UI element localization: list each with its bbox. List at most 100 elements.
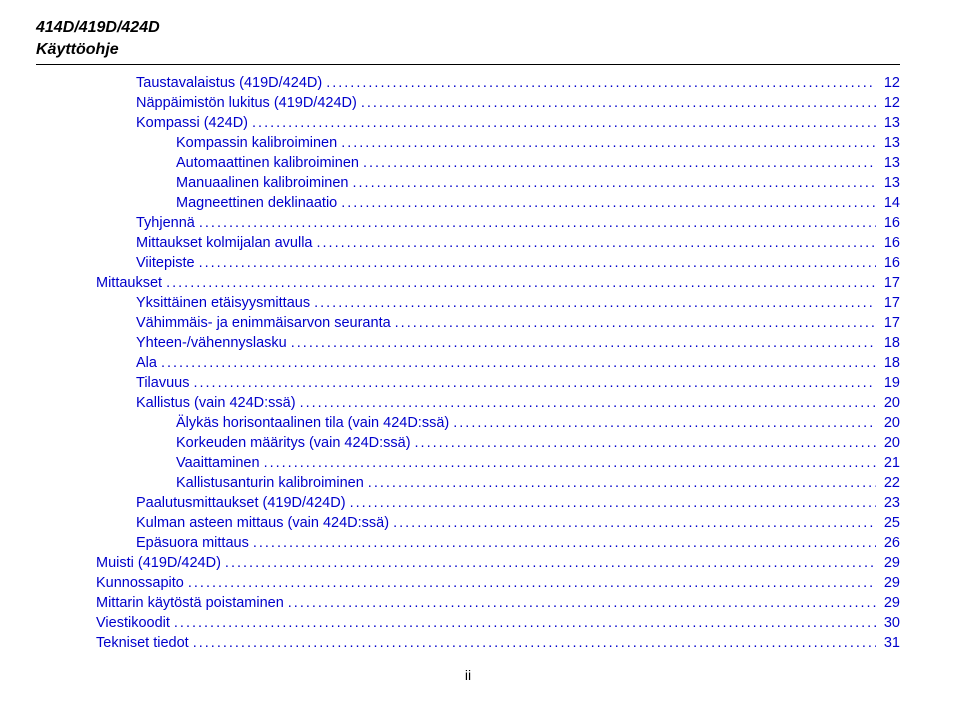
toc-leader-dots [195, 253, 876, 273]
toc-leader-dots [221, 553, 876, 573]
toc-entry-page: 16 [876, 213, 900, 233]
toc-entry-page: 19 [876, 373, 900, 393]
toc-entry[interactable]: Epäsuora mittaus26 [36, 533, 900, 553]
toc-entry-title: Magneettinen deklinaatio [176, 193, 337, 213]
toc-entry-title: Ala [136, 353, 157, 373]
header-line-1: 414D/419D/424D [36, 18, 900, 38]
toc-entry-page: 22 [876, 473, 900, 493]
toc-entry[interactable]: Korkeuden määritys (vain 424D:ssä) 20 [36, 433, 900, 453]
toc-entry[interactable]: Tekniset tiedot31 [36, 633, 900, 653]
toc-leader-dots [389, 513, 876, 533]
toc-leader-dots [170, 613, 876, 633]
toc-entry-title: Viitepiste [136, 253, 195, 273]
toc-entry-title: Tilavuus [136, 373, 189, 393]
toc-entry-page: 20 [876, 433, 900, 453]
toc-entry[interactable]: Viestikoodit 30 [36, 613, 900, 633]
toc-entry-title: Kallistusanturin kalibroiminen [176, 473, 364, 493]
toc-entry-page: 23 [876, 493, 900, 513]
toc-entry[interactable]: Manuaalinen kalibroiminen13 [36, 173, 900, 193]
toc-leader-dots [248, 113, 876, 133]
toc-entry[interactable]: Ala 18 [36, 353, 900, 373]
toc-leader-dots [287, 333, 876, 353]
toc-entry-title: Tekniset tiedot [96, 633, 189, 653]
toc-entry[interactable]: Vaaittaminen 21 [36, 453, 900, 473]
toc-entry[interactable]: Automaattinen kalibroiminen 13 [36, 153, 900, 173]
toc-leader-dots [337, 193, 876, 213]
toc-entry-page: 16 [876, 253, 900, 273]
toc-leader-dots [310, 293, 876, 313]
toc-leader-dots [346, 493, 876, 513]
toc-entry-title: Mittaukset kolmijalan avulla [136, 233, 313, 253]
toc-leader-dots [364, 473, 876, 493]
table-of-contents: Taustavalaistus (419D/424D)12Näppäimistö… [36, 73, 900, 653]
toc-entry-title: Automaattinen kalibroiminen [176, 153, 359, 173]
toc-leader-dots [349, 173, 877, 193]
toc-entry-title: Älykäs horisontaalinen tila (vain 424D:s… [176, 413, 449, 433]
toc-entry-title: Korkeuden määritys (vain 424D:ssä) [176, 433, 411, 453]
toc-entry-page: 21 [876, 453, 900, 473]
toc-entry-title: Vaaittaminen [176, 453, 260, 473]
toc-entry-title: Muisti (419D/424D) [96, 553, 221, 573]
toc-entry-title: Kunnossapito [96, 573, 184, 593]
toc-entry-page: 12 [876, 93, 900, 113]
header-rule [36, 64, 900, 65]
toc-entry[interactable]: Viitepiste 16 [36, 253, 900, 273]
toc-entry-page: 13 [876, 133, 900, 153]
toc-leader-dots [296, 393, 876, 413]
toc-entry-page: 17 [876, 313, 900, 333]
toc-entry-title: Näppäimistön lukitus (419D/424D) [136, 93, 357, 113]
toc-entry-title: Mittaukset [96, 273, 162, 293]
toc-entry-title: Yhteen-/vähennyslasku [136, 333, 287, 353]
toc-entry-title: Vähimmäis- ja enimmäisarvon seuranta [136, 313, 391, 333]
toc-entry[interactable]: Yksittäinen etäisyysmittaus 17 [36, 293, 900, 313]
toc-entry[interactable]: Tilavuus 19 [36, 373, 900, 393]
toc-leader-dots [249, 533, 876, 553]
toc-entry[interactable]: Vähimmäis- ja enimmäisarvon seuranta 17 [36, 313, 900, 333]
toc-entry-page: 20 [876, 393, 900, 413]
toc-entry[interactable]: Tyhjennä 16 [36, 213, 900, 233]
toc-entry-page: 13 [876, 153, 900, 173]
toc-entry[interactable]: Mittaukset kolmijalan avulla16 [36, 233, 900, 253]
toc-entry-title: Tyhjennä [136, 213, 195, 233]
toc-entry-title: Kulman asteen mittaus (vain 424D:ssä) [136, 513, 389, 533]
toc-entry-title: Epäsuora mittaus [136, 533, 249, 553]
toc-entry[interactable]: Mittarin käytöstä poistaminen29 [36, 593, 900, 613]
toc-entry-title: Mittarin käytöstä poistaminen [96, 593, 284, 613]
toc-leader-dots [260, 453, 876, 473]
toc-entry-title: Yksittäinen etäisyysmittaus [136, 293, 310, 313]
toc-entry[interactable]: Paalutusmittaukset (419D/424D) 23 [36, 493, 900, 513]
toc-leader-dots [157, 353, 876, 373]
toc-entry[interactable]: Mittaukset 17 [36, 273, 900, 293]
toc-entry-title: Viestikoodit [96, 613, 170, 633]
toc-entry[interactable]: Magneettinen deklinaatio14 [36, 193, 900, 213]
toc-entry-page: 25 [876, 513, 900, 533]
toc-entry[interactable]: Kunnossapito 29 [36, 573, 900, 593]
toc-entry-title: Paalutusmittaukset (419D/424D) [136, 493, 346, 513]
toc-leader-dots [322, 73, 876, 93]
page-number: ii [36, 667, 900, 683]
toc-entry-page: 30 [876, 613, 900, 633]
toc-entry-page: 18 [876, 353, 900, 373]
toc-entry[interactable]: Näppäimistön lukitus (419D/424D) 12 [36, 93, 900, 113]
toc-leader-dots [189, 373, 876, 393]
toc-leader-dots [184, 573, 876, 593]
toc-entry[interactable]: Kallistus (vain 424D:ssä) 20 [36, 393, 900, 413]
toc-leader-dots [357, 93, 876, 113]
toc-leader-dots [195, 213, 876, 233]
toc-entry-page: 13 [876, 113, 900, 133]
toc-entry[interactable]: Kompassi (424D)13 [36, 113, 900, 133]
toc-leader-dots [391, 313, 876, 333]
toc-entry-page: 29 [876, 573, 900, 593]
toc-entry[interactable]: Kulman asteen mittaus (vain 424D:ssä) 25 [36, 513, 900, 533]
toc-entry-title: Kallistus (vain 424D:ssä) [136, 393, 296, 413]
toc-entry-page: 17 [876, 293, 900, 313]
toc-leader-dots [411, 433, 876, 453]
toc-entry[interactable]: Muisti (419D/424D)29 [36, 553, 900, 573]
page: 414D/419D/424D Käyttöohje Taustavalaistu… [0, 0, 960, 693]
toc-entry[interactable]: Älykäs horisontaalinen tila (vain 424D:s… [36, 413, 900, 433]
toc-entry-page: 17 [876, 273, 900, 293]
toc-entry[interactable]: Taustavalaistus (419D/424D)12 [36, 73, 900, 93]
toc-entry[interactable]: Kompassin kalibroiminen13 [36, 133, 900, 153]
toc-entry[interactable]: Yhteen-/vähennyslasku18 [36, 333, 900, 353]
toc-entry[interactable]: Kallistusanturin kalibroiminen 22 [36, 473, 900, 493]
